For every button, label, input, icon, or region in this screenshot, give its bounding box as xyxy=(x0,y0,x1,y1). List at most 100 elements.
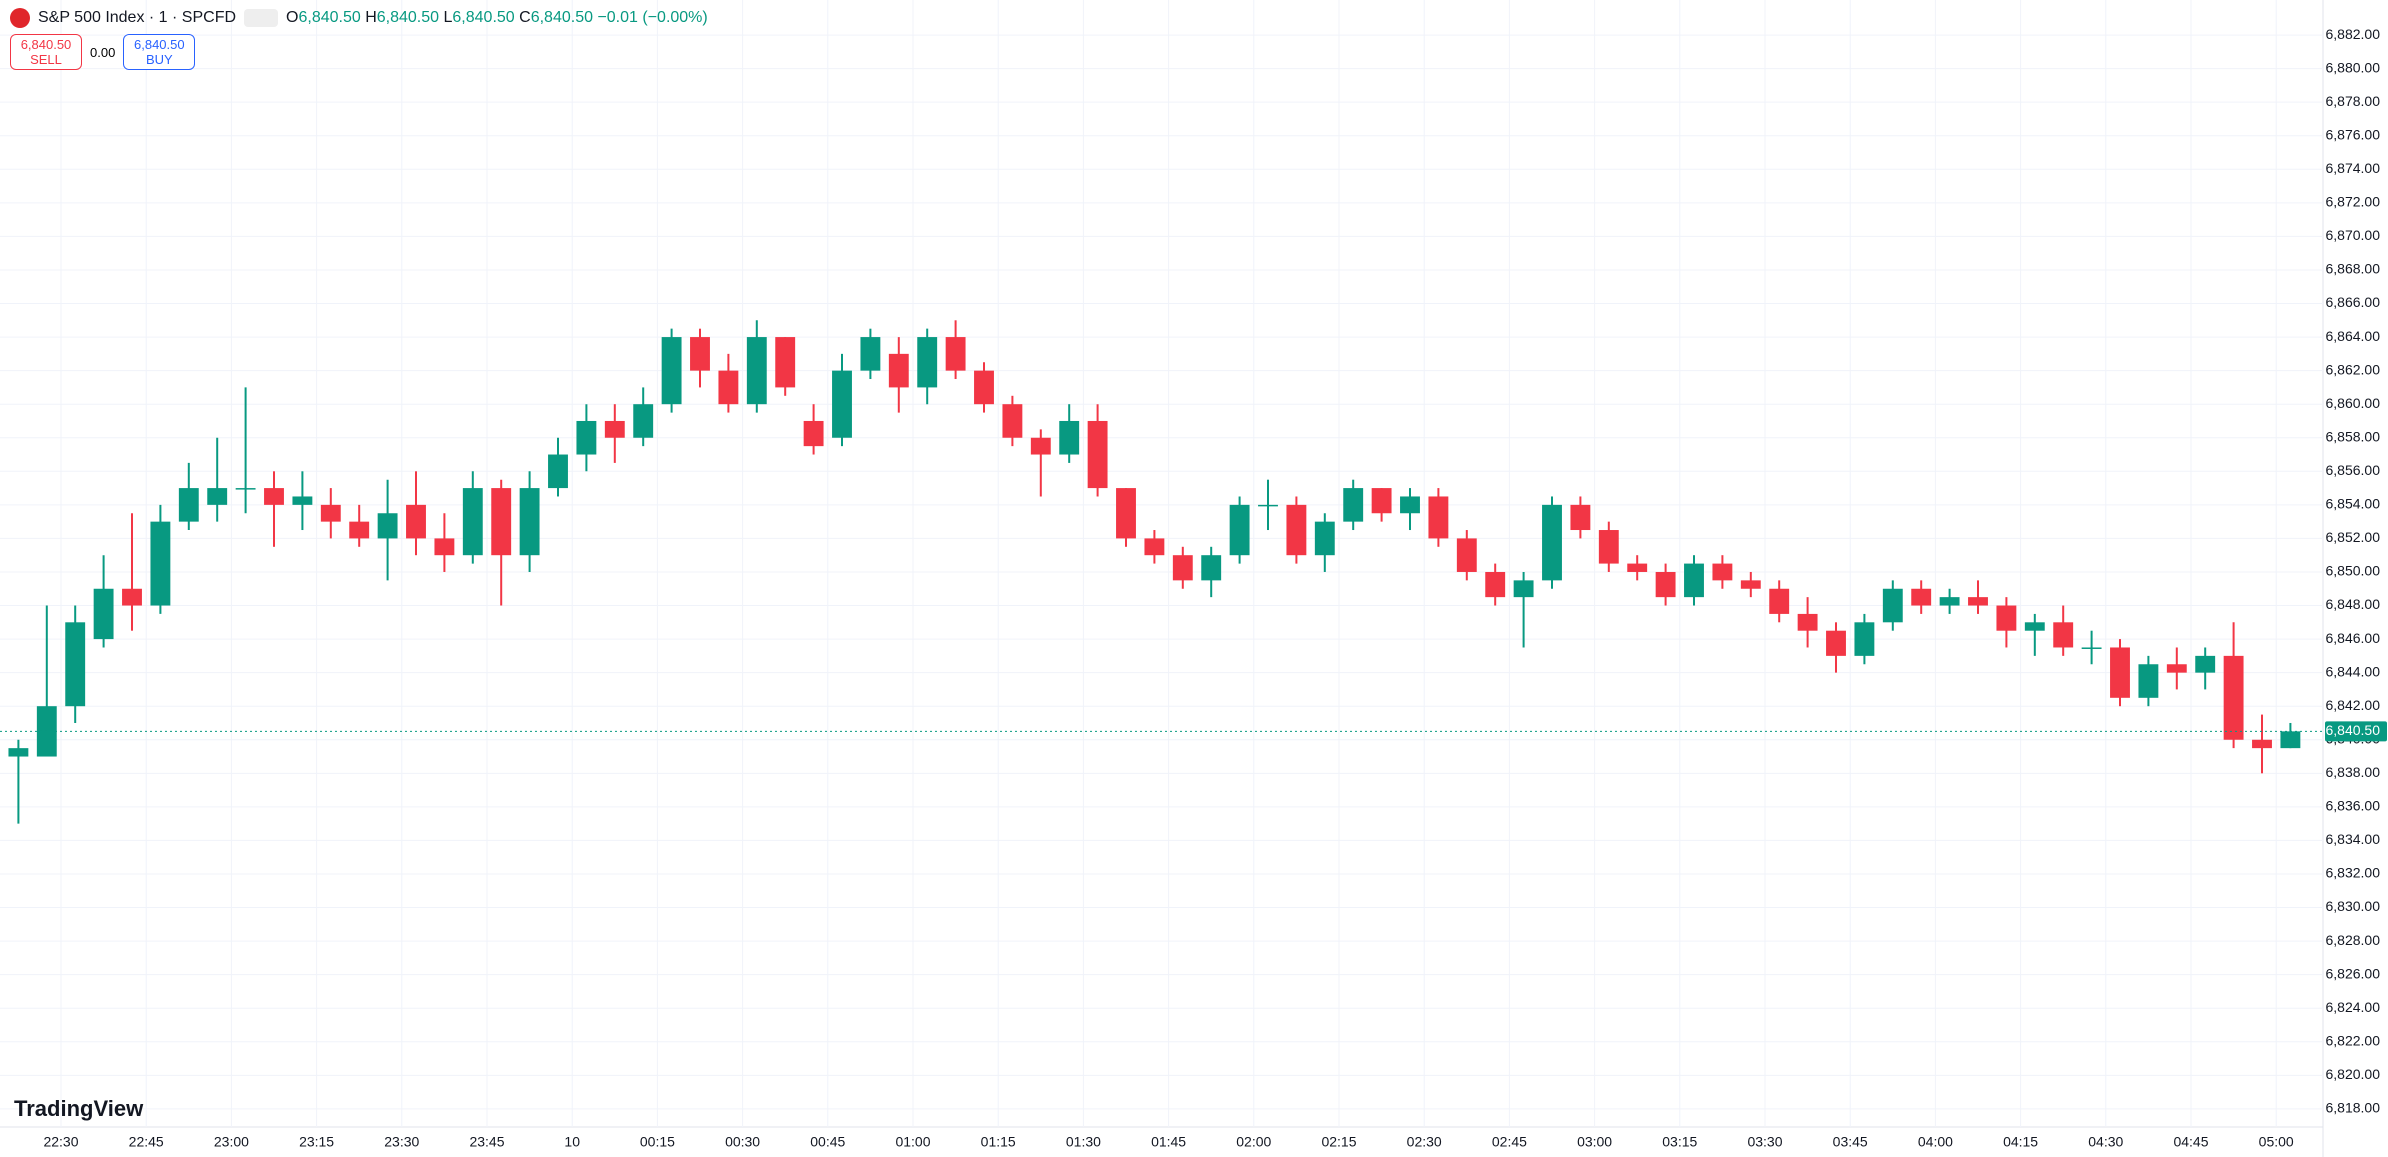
candle-body xyxy=(2195,655,2216,673)
candle-body xyxy=(1400,496,1420,514)
y-tick-label: 6,852.00 xyxy=(2326,529,2381,545)
brand[interactable]: TradingView xyxy=(14,1096,144,1121)
candle-body xyxy=(1428,496,1449,539)
candle-body xyxy=(150,521,171,606)
x-tick-label: 01:30 xyxy=(1066,1134,1101,1150)
y-tick-label: 6,846.00 xyxy=(2326,630,2381,646)
x-tick-label: 02:00 xyxy=(1236,1134,1271,1150)
candle-body xyxy=(1456,538,1477,572)
candle-body xyxy=(1911,588,1932,606)
candle-body xyxy=(1343,488,1364,522)
spread: 0.00 xyxy=(90,44,116,60)
candle-body xyxy=(2252,739,2272,749)
candle-body xyxy=(1826,630,1846,656)
candle-body xyxy=(406,504,426,539)
x-tick-label: 03:45 xyxy=(1833,1134,1868,1150)
x-tick-label: 01:15 xyxy=(981,1134,1016,1150)
candle-body xyxy=(2110,647,2130,698)
x-tick-label: 23:30 xyxy=(384,1134,419,1150)
candle-body xyxy=(2223,655,2244,740)
y-tick-label: 6,864.00 xyxy=(2326,328,2381,344)
change: −0.01 (−0.00%) xyxy=(597,9,708,26)
candle-body xyxy=(1996,605,2017,631)
x-tick-label: 23:15 xyxy=(299,1134,334,1150)
x-tick-label: 03:30 xyxy=(1747,1134,1782,1150)
candle-body xyxy=(1769,588,1790,614)
buy-price: 6,840.50 xyxy=(134,37,185,52)
x-tick-label: 00:45 xyxy=(810,1134,845,1150)
y-tick-label: 6,860.00 xyxy=(2326,395,2381,411)
y-tick-label: 6,880.00 xyxy=(2326,59,2381,75)
candle-body xyxy=(1144,538,1165,556)
candle-body xyxy=(1797,613,1818,631)
x-tick-label: 04:30 xyxy=(2088,1134,2123,1150)
y-tick-label: 6,868.00 xyxy=(2326,261,2381,277)
x-tick-label: 01:45 xyxy=(1151,1134,1186,1150)
buy-button[interactable]: 6,840.50 BUY xyxy=(123,34,196,70)
candle-body xyxy=(661,337,682,405)
candle-body xyxy=(349,521,370,539)
x-tick-label: 04:15 xyxy=(2003,1134,2038,1150)
candle-body xyxy=(576,420,597,455)
trade-panel: 6,840.50 SELL 0.00 6,840.50 BUY xyxy=(10,34,196,70)
x-tick-label: 22:45 xyxy=(129,1134,164,1150)
candle-body xyxy=(746,337,767,405)
legend-header: S&P 500 Index · 1 · SPCFD O6,840.50 H6,8… xyxy=(10,8,708,28)
candle-body xyxy=(690,337,710,371)
y-tick-label: 6,854.00 xyxy=(2326,496,2381,512)
x-tick-label: 22:30 xyxy=(43,1134,78,1150)
toggle[interactable] xyxy=(244,9,279,27)
y-tick-label: 6,856.00 xyxy=(2326,462,2381,478)
y-tick-label: 6,862.00 xyxy=(2326,361,2381,377)
candle-body xyxy=(775,337,796,388)
candle-body xyxy=(235,488,256,490)
y-tick-label: 6,858.00 xyxy=(2326,428,2381,444)
x-tick-label: 02:45 xyxy=(1492,1134,1527,1150)
candle-body xyxy=(1371,488,1392,514)
candle-body xyxy=(1314,521,1335,556)
candle-body xyxy=(1968,597,1988,606)
candle-body xyxy=(1059,420,1080,455)
y-tick-label: 6,824.00 xyxy=(2326,999,2381,1015)
y-tick-label: 6,844.00 xyxy=(2326,663,2381,679)
candle-body xyxy=(65,622,86,707)
candle-body xyxy=(1513,580,1534,598)
x-tick-label: 00:30 xyxy=(725,1134,760,1150)
candle-body xyxy=(1854,622,1875,656)
candle-body xyxy=(1201,555,1222,581)
y-tick-label: 6,836.00 xyxy=(2326,798,2381,814)
ohlc-key: O xyxy=(286,9,299,26)
y-tick-label: 6,870.00 xyxy=(2326,227,2381,243)
y-tick-label: 6,834.00 xyxy=(2326,831,2381,847)
candle-body xyxy=(1229,504,1250,556)
ohlc-value: 6,840.50 xyxy=(376,9,440,26)
y-tick-label: 6,876.00 xyxy=(2326,126,2381,142)
candle-body xyxy=(434,538,455,556)
candle-body xyxy=(1712,563,1733,581)
sell-button[interactable]: 6,840.50 SELL xyxy=(10,34,82,70)
candle-body xyxy=(519,488,540,556)
x-tick-label: 05:00 xyxy=(2259,1134,2294,1150)
candle-body xyxy=(604,420,625,438)
y-tick-label: 6,872.00 xyxy=(2326,194,2381,210)
ohlc-key: L xyxy=(443,9,453,26)
ohlc: O6,840.50 H6,840.50 L6,840.50 C6,840.50 … xyxy=(286,9,708,27)
candle-body xyxy=(178,488,199,522)
last-price-label: 6,840.50 xyxy=(2326,722,2381,738)
y-tick-label: 6,822.00 xyxy=(2326,1032,2381,1048)
candle-body xyxy=(2081,647,2102,649)
y-tick-label: 6,842.00 xyxy=(2326,697,2381,713)
candle-body xyxy=(1740,580,1761,589)
candle-body xyxy=(292,496,313,505)
x-tick-label: 03:00 xyxy=(1577,1134,1612,1150)
candle-body xyxy=(491,488,512,556)
symbol[interactable]: S&P 500 Index · 1 · SPCFD xyxy=(38,9,237,26)
ohlc-value: 6,840.50 xyxy=(452,9,515,26)
x-tick-label: 01:00 xyxy=(895,1134,930,1150)
candle-body xyxy=(2280,731,2301,749)
y-tick-label: 6,878.00 xyxy=(2326,93,2381,109)
y-tick-label: 6,838.00 xyxy=(2326,764,2381,780)
y-tick-label: 6,820.00 xyxy=(2326,1066,2381,1082)
y-tick-label: 6,818.00 xyxy=(2326,1100,2381,1116)
candle-body xyxy=(2166,664,2187,673)
